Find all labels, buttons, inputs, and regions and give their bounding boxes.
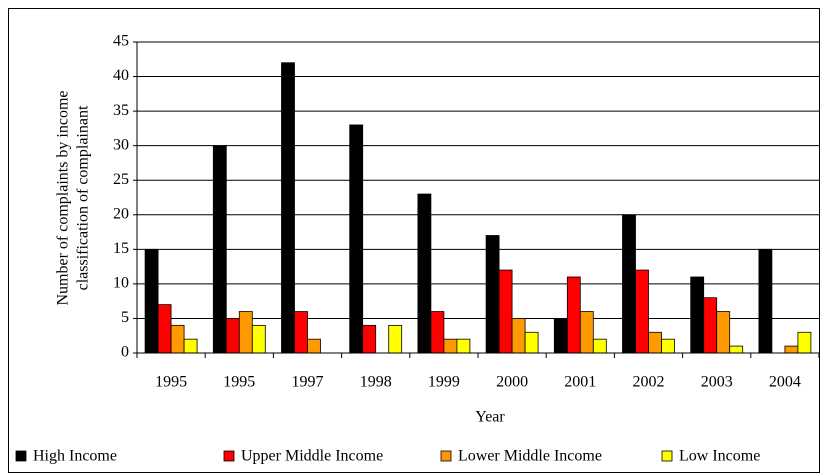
bar (690, 276, 705, 354)
x-tick-label: 1995 (155, 374, 187, 391)
bar (157, 304, 172, 354)
bar (592, 338, 607, 354)
x-tick-label: 2002 (633, 374, 665, 391)
x-tick-label: 1999 (428, 374, 460, 391)
y-tick-label: 30 (113, 136, 129, 153)
legend-label: Upper Middle Income (241, 448, 383, 465)
bar (144, 248, 159, 354)
y-tick-label: 20 (113, 205, 129, 222)
y-axis-title-line: Number of complaints by income (55, 90, 72, 305)
bar (443, 338, 458, 354)
bar (456, 338, 471, 354)
legend-label: High Income (33, 448, 117, 465)
bar (349, 124, 364, 354)
y-axis-title: Number of complaints by income classific… (55, 90, 92, 305)
bar (716, 311, 731, 354)
bar (797, 331, 812, 354)
legend-swatch (223, 450, 235, 462)
y-tick-label: 35 (113, 102, 129, 119)
bar (212, 145, 227, 354)
bar (362, 324, 377, 354)
bar (417, 193, 432, 354)
legend-swatch (440, 450, 452, 462)
x-tick-label: 1998 (360, 374, 392, 391)
bar (225, 318, 240, 354)
chart-frame (8, 8, 820, 473)
bar (388, 324, 403, 354)
x-tick-label: 2000 (496, 374, 528, 391)
bar (485, 235, 500, 354)
bar (498, 269, 513, 354)
bar (784, 345, 799, 354)
x-tick-label: 2001 (564, 374, 596, 391)
y-tick-label: 40 (113, 67, 129, 84)
y-tick-label: 25 (113, 171, 129, 188)
bar (648, 331, 662, 354)
x-tick-label: 1995 (223, 374, 255, 391)
bar (661, 338, 675, 354)
bar (511, 318, 526, 354)
bar (729, 345, 744, 354)
x-tick-label: 2003 (701, 374, 733, 391)
bar (703, 297, 718, 354)
bar (566, 276, 581, 354)
legend-swatch (661, 450, 673, 462)
bar (579, 311, 594, 354)
bar (622, 214, 636, 354)
bar (251, 324, 266, 354)
y-tick-label: 10 (113, 275, 129, 292)
legend-label: Lower Middle Income (458, 448, 602, 465)
bar (307, 338, 321, 354)
x-tick-label: 1997 (292, 374, 324, 391)
bar (238, 311, 253, 354)
bar (553, 318, 568, 354)
bar (758, 248, 773, 354)
legend-label: Low Income (679, 448, 760, 465)
x-axis-title: Year (475, 409, 505, 426)
legend-swatch (15, 450, 27, 462)
bar (281, 62, 295, 354)
y-tick-label: 15 (113, 240, 129, 257)
bar (294, 311, 308, 354)
y-tick-label: 0 (121, 344, 129, 361)
bar (430, 311, 445, 354)
y-axis-title-line: classification of complainant (75, 105, 92, 290)
bar (524, 331, 539, 354)
x-tick-label: 2004 (769, 374, 801, 391)
bar (183, 338, 198, 354)
bar (635, 269, 649, 354)
y-tick-label: 45 (113, 33, 129, 50)
bar (170, 324, 185, 354)
y-tick-label: 5 (121, 309, 129, 326)
